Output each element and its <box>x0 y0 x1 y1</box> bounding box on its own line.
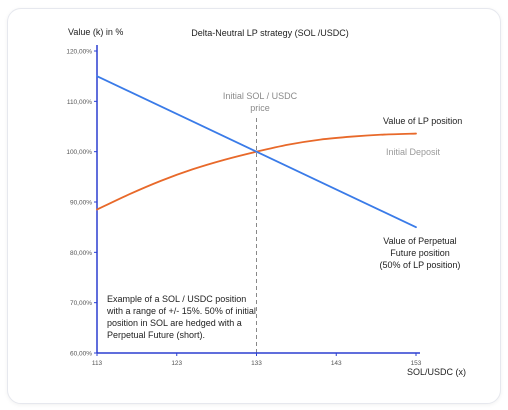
y-tick-label: 110,00% <box>67 99 92 106</box>
reference-line-group: Initial SOL / USDC price <box>223 91 298 353</box>
perp-label-line2: Future position <box>390 248 450 258</box>
y-tick-label: 80,00% <box>70 250 92 257</box>
note-line-3: position in SOL are hedged with a <box>107 318 242 328</box>
perp-label-line3: (50% of LP position) <box>380 260 461 270</box>
chart-title: Delta-Neutral LP strategy (SOL /USDC) <box>191 28 349 38</box>
note-line-1: Example of a SOL / USDC position <box>107 294 246 304</box>
note-line-2: with a range of +/- 15%. 50% of initial <box>106 306 256 316</box>
y-tick-label: 100,00% <box>66 149 92 156</box>
perp-future-line <box>96 75 417 229</box>
x-tick-label: 113 <box>92 360 103 367</box>
y-tick-label: 120,00% <box>66 49 92 56</box>
initial-deposit-label: Initial Deposit <box>386 147 441 157</box>
note-line-4: Perpetual Future (short). <box>107 330 205 340</box>
y-axis-label: Value (k) in % <box>68 27 123 37</box>
y-tick-label: 90,00% <box>70 200 92 207</box>
reference-label-line1: Initial SOL / USDC <box>223 91 298 101</box>
y-tick-label: 60,00% <box>70 351 92 358</box>
x-tick-label: 123 <box>171 360 182 367</box>
lp-series-label: Value of LP position <box>383 116 462 126</box>
x-tick-label: 133 <box>251 360 262 367</box>
reference-label-line2: price <box>250 103 270 113</box>
x-tick-label: 153 <box>411 360 422 367</box>
perp-label-line1: Value of Perpetual <box>383 236 456 246</box>
x-axis-label: SOL/USDC (x) <box>407 367 466 377</box>
chart-card <box>7 8 501 404</box>
y-tick-label: 70,00% <box>70 300 92 307</box>
x-tick-label: 143 <box>331 360 342 367</box>
